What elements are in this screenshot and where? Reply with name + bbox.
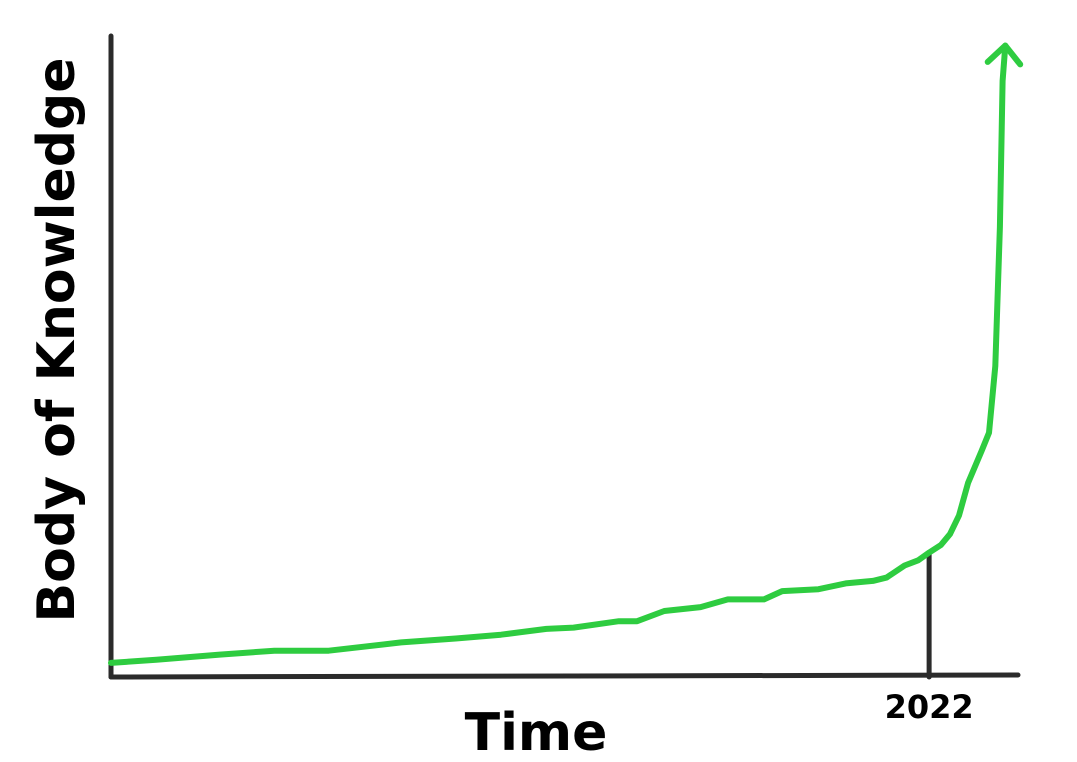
knowledge-curve-line bbox=[108, 42, 1009, 666]
x-axis-title: Time bbox=[465, 703, 608, 762]
x-axis-line bbox=[108, 672, 1021, 680]
x-tick-label-2022: 2022 bbox=[885, 688, 974, 726]
plot-area bbox=[108, 42, 1024, 666]
arrowhead-icon bbox=[984, 42, 1024, 68]
y-axis-title: Body of Knowledge bbox=[27, 58, 87, 623]
